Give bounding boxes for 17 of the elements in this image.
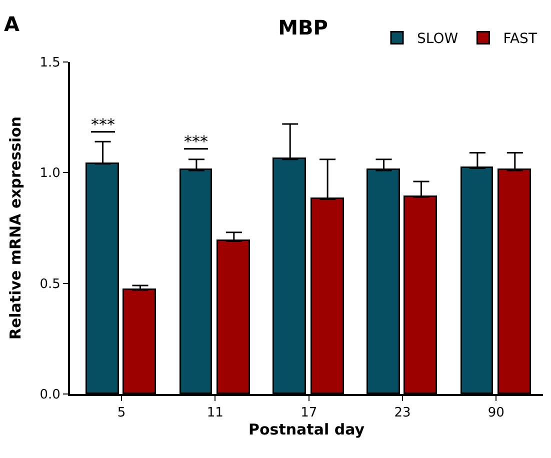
x-tick-label: 90 xyxy=(488,406,504,421)
annotation: *** xyxy=(91,115,115,134)
legend-label: FAST xyxy=(503,31,538,48)
legend-label: SLOW xyxy=(417,31,458,48)
y-tick-label: 1.0 xyxy=(40,166,60,182)
x-axis-title: Postnatal day xyxy=(248,420,365,439)
y-tick-label: 1.5 xyxy=(40,56,60,71)
annotation: *** xyxy=(184,132,208,151)
y-tick-label: 0.0 xyxy=(40,388,60,403)
y-tick-label: 0.5 xyxy=(40,276,60,292)
text: A xyxy=(4,12,20,36)
x-tick-label: 5 xyxy=(117,406,126,421)
y-axis-title: Relative mRNA expression xyxy=(6,116,24,340)
x-tick-label: 17 xyxy=(300,406,318,421)
chart-title: MBP xyxy=(278,16,328,40)
x-tick-label: 23 xyxy=(394,406,411,421)
x-tick-label: 11 xyxy=(206,406,224,421)
